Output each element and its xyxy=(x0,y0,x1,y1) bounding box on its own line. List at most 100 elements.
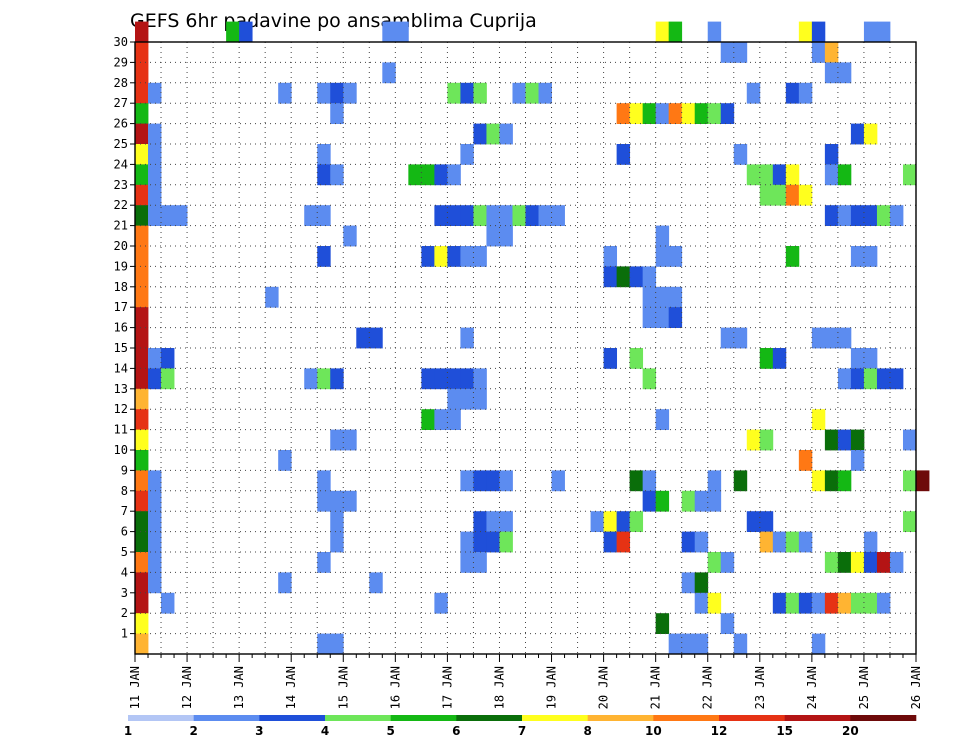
y-tick-label: 25 xyxy=(114,137,128,151)
heatmap-cell xyxy=(460,470,474,492)
heatmap-cell xyxy=(148,490,162,512)
heatmap-cell xyxy=(707,103,722,124)
heatmap-cell xyxy=(642,307,657,328)
heatmap-cell xyxy=(798,450,813,471)
colorbar-label: 5 xyxy=(386,724,394,738)
heatmap-cell xyxy=(668,286,683,308)
heatmap-cell xyxy=(811,470,826,492)
heatmap-cell xyxy=(655,307,670,328)
heatmap-cell xyxy=(785,184,800,206)
colorbar-swatch xyxy=(719,715,785,721)
heatmap-cell xyxy=(603,511,618,532)
heatmap-cell xyxy=(278,82,292,104)
heatmap-cell xyxy=(148,368,162,390)
y-tick-label: 12 xyxy=(114,402,128,416)
heatmap-cell xyxy=(850,592,865,614)
x-tick-label: 16 JAN xyxy=(388,666,402,709)
heatmap-cell xyxy=(616,531,631,553)
heatmap-cell xyxy=(135,21,149,43)
heatmap-cell xyxy=(330,82,344,104)
heatmap-cell xyxy=(473,82,487,104)
heatmap-cell xyxy=(499,225,513,247)
heatmap-cell xyxy=(837,470,852,492)
heatmap-cell xyxy=(343,490,357,512)
heatmap-cell xyxy=(239,21,253,43)
heatmap-cell xyxy=(499,123,513,145)
heatmap-cell xyxy=(148,164,162,186)
heatmap-cell xyxy=(707,470,722,492)
colorbar-swatch xyxy=(850,715,917,721)
heatmap-cell xyxy=(486,531,500,553)
heatmap-cell xyxy=(668,103,683,124)
heatmap-cell xyxy=(525,82,539,104)
heatmap-cell xyxy=(148,82,162,104)
heatmap-cell xyxy=(824,552,839,573)
heatmap-cell xyxy=(135,327,149,349)
heatmap-cell xyxy=(824,470,839,492)
heatmap-cell xyxy=(434,592,448,614)
x-tick-label: 24 JAN xyxy=(805,666,819,709)
y-tick-label: 7 xyxy=(121,504,128,518)
colorbar-label: 8 xyxy=(583,724,591,738)
heatmap-cell xyxy=(785,164,800,186)
heatmap-cell xyxy=(811,633,826,655)
heatmap-cell xyxy=(720,103,735,124)
heatmap-cell xyxy=(720,552,735,573)
heatmap-cell xyxy=(148,470,162,492)
heatmap-cell xyxy=(330,103,344,124)
heatmap-cell xyxy=(668,307,683,328)
heatmap-cell xyxy=(473,470,487,492)
heatmap-cell xyxy=(590,511,604,532)
heatmap-cell xyxy=(135,552,149,573)
heatmap-cell xyxy=(447,246,461,267)
heatmap-cell xyxy=(694,490,709,512)
heatmap-cell xyxy=(824,164,839,186)
heatmap-cell xyxy=(902,429,917,451)
heatmap-cell xyxy=(746,429,761,451)
heatmap-cell xyxy=(434,164,448,186)
x-tick-label: 15 JAN xyxy=(336,666,350,709)
heatmap-cell xyxy=(135,409,149,430)
y-tick-label: 30 xyxy=(114,35,128,49)
heatmap-cell xyxy=(824,429,839,451)
heatmap-cell xyxy=(824,42,839,63)
heatmap-cell xyxy=(304,368,318,390)
heatmap-cell xyxy=(850,246,865,267)
x-tick-label: 12 JAN xyxy=(180,666,194,709)
heatmap-cell xyxy=(785,246,800,267)
y-tick-label: 4 xyxy=(121,565,128,579)
heatmap-cell xyxy=(837,205,852,226)
heatmap-cell xyxy=(902,511,917,532)
heatmap-cell xyxy=(785,531,800,553)
y-tick-label: 2 xyxy=(121,606,128,620)
heatmap-cell xyxy=(369,572,383,594)
heatmap-cell xyxy=(642,266,657,288)
heatmap-cell xyxy=(278,450,292,471)
heatmap-cell xyxy=(135,62,149,84)
heatmap-cell xyxy=(837,592,852,614)
heatmap-cell xyxy=(616,511,631,532)
heatmap-cell xyxy=(135,348,149,369)
heatmap-cell xyxy=(421,368,435,390)
x-axis: 11 JAN 12 JAN 13 JAN 14 JAN 15 JAN 16 JAN 17 J… xyxy=(128,654,923,709)
heatmap-cell xyxy=(798,21,813,43)
heatmap-cell xyxy=(499,205,513,226)
y-tick-label: 5 xyxy=(121,545,128,559)
heatmap-cell xyxy=(629,103,644,124)
heatmap-cell xyxy=(668,633,683,655)
heatmap-cell xyxy=(733,470,748,492)
y-tick-label: 29 xyxy=(114,55,128,69)
heatmap-cell xyxy=(512,205,526,226)
y-tick-label: 10 xyxy=(114,443,128,457)
colorbar-label: 10 xyxy=(645,724,662,738)
heatmap-cell xyxy=(720,613,735,634)
heatmap-cell xyxy=(473,531,487,553)
heatmap-cell xyxy=(356,327,370,349)
heatmap-cell xyxy=(694,531,709,553)
heatmap-cell xyxy=(694,592,709,614)
x-tick-label: 22 JAN xyxy=(701,666,715,709)
heatmap-cell xyxy=(629,348,644,369)
heatmap-cell xyxy=(902,470,917,492)
heatmap-cell xyxy=(499,531,513,553)
heatmap-cell xyxy=(148,184,162,206)
